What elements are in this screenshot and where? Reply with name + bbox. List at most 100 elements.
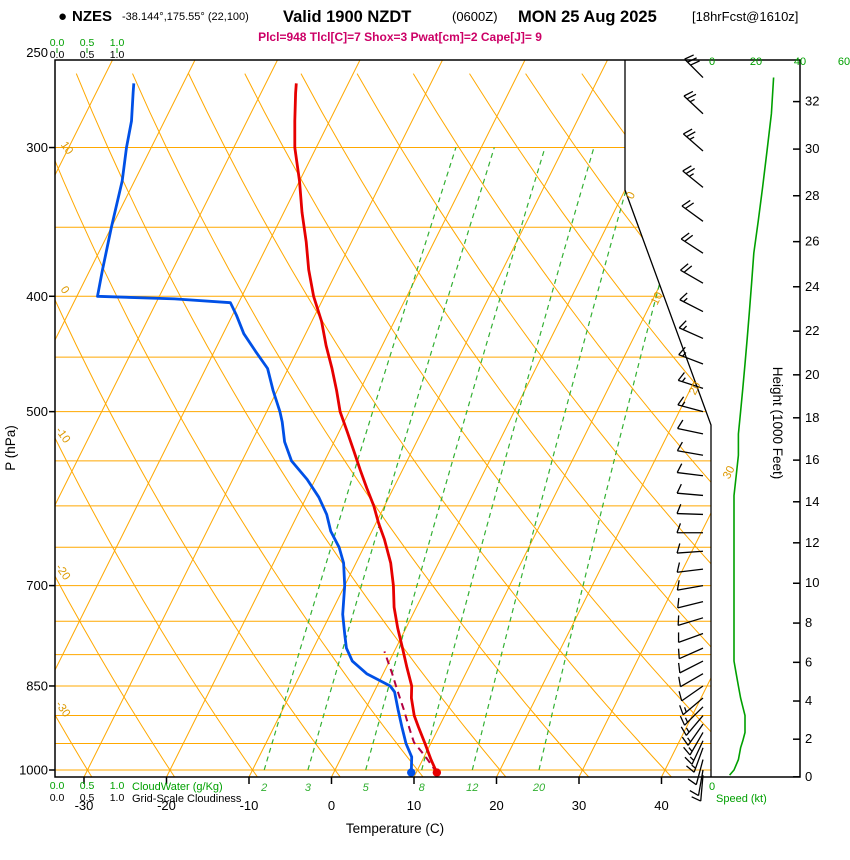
mixing-ratio-label: 5 xyxy=(363,782,370,794)
forecast-hour: [18hrFcst@1610z] xyxy=(692,9,798,24)
wind-barb xyxy=(678,632,704,644)
wind-barb xyxy=(677,471,704,477)
height-tick-label: 16 xyxy=(805,452,819,467)
cloudwater-scale-top: 0.0 xyxy=(50,37,65,49)
height-tick-label: 22 xyxy=(805,323,819,338)
wind-barb xyxy=(680,238,704,254)
temp-tick-label: 20 xyxy=(489,798,503,813)
wind-barb xyxy=(680,673,704,688)
stability-params: Plcl=948 Tlcl[C]=7 Shox=3 Pwat[cm]=2 Cap… xyxy=(258,30,542,44)
wind-barb xyxy=(687,723,704,746)
cloudwater-scale-bottom: 0.0 xyxy=(50,780,65,792)
height-tick-label: 30 xyxy=(805,141,819,156)
station-coords: -38.144°,175.55° (22,100) xyxy=(122,11,249,23)
isotherm-label: 20 xyxy=(687,380,704,397)
plot-frame xyxy=(49,48,801,784)
wind-barb xyxy=(678,327,704,340)
cloudiness-scale-bottom: 1.0 xyxy=(110,792,125,804)
station-id: NZES xyxy=(72,8,112,25)
mixing-ratio-line xyxy=(365,147,546,771)
wind-barb xyxy=(684,58,704,78)
height-tick-label: 26 xyxy=(805,234,819,249)
speed-tick-label: 60 xyxy=(838,56,850,68)
pressure-tick-label: 500 xyxy=(26,404,48,419)
height-tick-label: 4 xyxy=(805,693,812,708)
temperature-curve xyxy=(293,83,439,774)
temp-tick-label: 30 xyxy=(572,798,586,813)
height-tick-label: 18 xyxy=(805,410,819,425)
speed-axis-title: Speed (kt) xyxy=(716,793,767,805)
temp-tick-label: 0 xyxy=(328,798,335,813)
mixing-ratio-line xyxy=(538,147,697,771)
wind-barb xyxy=(683,95,704,115)
background-grid xyxy=(55,60,711,777)
wind-barb xyxy=(680,269,704,284)
cloudiness-legend: Grid-Scale Cloudiness xyxy=(132,793,242,805)
cloudiness-scale-bottom: 0.0 xyxy=(50,792,65,804)
wind-barb xyxy=(681,205,704,222)
wind-barb xyxy=(677,550,704,554)
wind-barb xyxy=(678,354,704,365)
height-tick-label: 6 xyxy=(805,654,812,669)
wind-barb xyxy=(677,450,704,456)
mixing-ratio-label: 20 xyxy=(532,782,546,794)
pressure-tick-label: 300 xyxy=(26,140,48,155)
height-tick-label: 2 xyxy=(805,731,812,746)
wind-barb xyxy=(681,685,704,702)
speed-tick-label: 40 xyxy=(794,56,806,68)
cloudiness-scale-top: 0.5 xyxy=(80,49,95,61)
height-tick-label: 0 xyxy=(805,769,812,784)
height-tick-label: 28 xyxy=(805,188,819,203)
height-tick-label: 8 xyxy=(805,615,812,630)
temp-axis-title: Temperature (C) xyxy=(346,821,444,836)
pressure-tick-label: 400 xyxy=(26,289,48,304)
height-axis-title: Height (1000 Feet) xyxy=(770,367,785,480)
pressure-axis-title: P (hPa) xyxy=(3,425,18,471)
cloudwater-scale-top: 0.5 xyxy=(80,37,95,49)
speed-tick-label: 20 xyxy=(750,56,762,68)
wind-barb xyxy=(677,427,704,435)
mixing-ratio-label: 8 xyxy=(419,782,426,794)
mixing-ratio-line xyxy=(263,147,457,771)
mixing-ratio-line xyxy=(307,147,495,771)
wind-barb xyxy=(677,404,704,413)
wind-barb xyxy=(679,660,704,674)
isotherm-label: 0 xyxy=(625,190,639,201)
cloudwater-scale-bottom: 1.0 xyxy=(110,780,125,792)
wind-barb xyxy=(677,617,704,627)
parcel-path xyxy=(383,651,438,774)
station-bullet-icon: ● xyxy=(58,8,67,25)
valid-time: Valid 1900 NZDT xyxy=(283,8,411,26)
wind-barb xyxy=(679,299,704,313)
height-tick-label: 12 xyxy=(805,535,819,550)
mixing-ratio-label: 3 xyxy=(305,782,312,794)
wind-barb xyxy=(682,133,704,152)
height-tick-label: 14 xyxy=(805,494,819,509)
temp-tick-label: 10 xyxy=(407,798,421,813)
pressure-tick-label: 250 xyxy=(26,45,48,60)
speed-profile xyxy=(728,77,775,776)
cloudiness-scale-top: 0.0 xyxy=(50,49,65,61)
dry-adiabat-label: 0 xyxy=(58,284,72,296)
wind-barb xyxy=(677,492,704,497)
height-tick-label: 20 xyxy=(805,367,819,382)
height-tick-label: 32 xyxy=(805,94,819,109)
pressure-tick-label: 700 xyxy=(26,578,48,593)
mixing-ratio-label: 12 xyxy=(466,782,478,794)
cloudwater-scale-bottom: 0.5 xyxy=(80,780,95,792)
wind-barb xyxy=(677,568,704,573)
height-tick-label: 10 xyxy=(805,575,819,590)
temp-tick-label: 40 xyxy=(654,798,668,813)
pressure-tick-label: 850 xyxy=(26,678,48,693)
speed-axis-zero: 0 xyxy=(709,781,715,793)
temp-tick-label: -20 xyxy=(157,798,176,813)
wind-panel-boundary xyxy=(624,60,712,777)
wind-barb xyxy=(700,775,704,802)
speed-tick-label: 0 xyxy=(709,56,715,68)
dry-adiabat-label: 10 xyxy=(58,140,75,157)
temp-tick-label: -10 xyxy=(240,798,259,813)
height-tick-label: 24 xyxy=(805,279,819,294)
temp-tick-label: -30 xyxy=(75,798,94,813)
mixing-ratio-line xyxy=(471,147,639,771)
